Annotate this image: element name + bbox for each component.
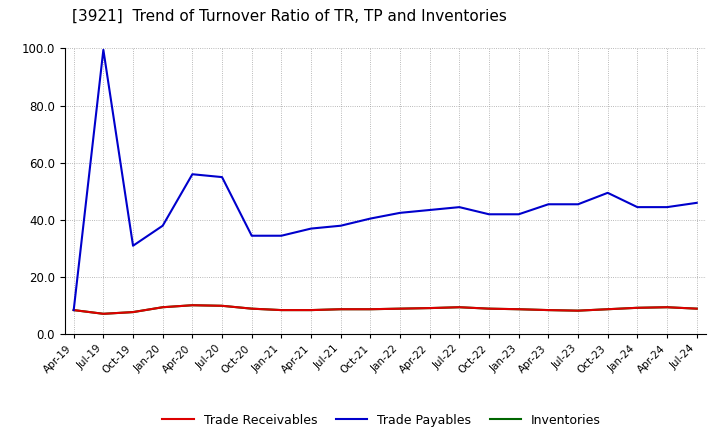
Trade Receivables bbox=[158, 304, 167, 310]
Trade Payables bbox=[217, 174, 226, 180]
Line: Trade Receivables: Trade Receivables bbox=[73, 305, 697, 314]
Trade Receivables bbox=[248, 306, 256, 312]
Trade Payables bbox=[188, 172, 197, 177]
Inventories bbox=[248, 306, 256, 312]
Inventories bbox=[277, 308, 286, 313]
Trade Payables bbox=[633, 205, 642, 210]
Inventories bbox=[69, 308, 78, 313]
Trade Receivables bbox=[366, 307, 374, 312]
Trade Receivables bbox=[455, 304, 464, 310]
Inventories bbox=[426, 305, 434, 311]
Inventories bbox=[99, 311, 108, 316]
Trade Receivables bbox=[426, 305, 434, 311]
Inventories bbox=[455, 304, 464, 310]
Trade Receivables bbox=[69, 308, 78, 313]
Trade Receivables bbox=[662, 304, 671, 310]
Inventories bbox=[574, 308, 582, 313]
Trade Payables bbox=[662, 205, 671, 210]
Trade Receivables bbox=[633, 305, 642, 311]
Trade Receivables bbox=[603, 307, 612, 312]
Inventories bbox=[366, 307, 374, 312]
Inventories bbox=[217, 303, 226, 308]
Trade Payables bbox=[248, 233, 256, 238]
Inventories bbox=[336, 307, 345, 312]
Trade Payables bbox=[277, 233, 286, 238]
Trade Payables bbox=[336, 223, 345, 228]
Inventories bbox=[396, 306, 405, 312]
Line: Inventories: Inventories bbox=[73, 305, 697, 314]
Trade Payables bbox=[544, 202, 553, 207]
Trade Payables bbox=[129, 243, 138, 248]
Trade Payables bbox=[693, 200, 701, 205]
Trade Payables bbox=[396, 210, 405, 216]
Inventories bbox=[158, 304, 167, 310]
Trade Receivables bbox=[574, 308, 582, 313]
Inventories bbox=[514, 307, 523, 312]
Trade Receivables bbox=[514, 307, 523, 312]
Inventories bbox=[188, 303, 197, 308]
Trade Receivables bbox=[99, 311, 108, 316]
Trade Receivables bbox=[336, 307, 345, 312]
Trade Receivables bbox=[188, 303, 197, 308]
Trade Receivables bbox=[277, 308, 286, 313]
Trade Payables bbox=[455, 205, 464, 210]
Trade Payables bbox=[158, 223, 167, 228]
Trade Payables bbox=[426, 207, 434, 213]
Trade Payables bbox=[485, 212, 493, 217]
Trade Receivables bbox=[129, 309, 138, 315]
Inventories bbox=[129, 309, 138, 315]
Trade Payables bbox=[307, 226, 315, 231]
Inventories bbox=[633, 305, 642, 311]
Trade Payables bbox=[366, 216, 374, 221]
Trade Receivables bbox=[396, 306, 405, 312]
Trade Payables bbox=[99, 47, 108, 52]
Inventories bbox=[693, 306, 701, 312]
Trade Payables bbox=[574, 202, 582, 207]
Trade Receivables bbox=[693, 306, 701, 312]
Inventories bbox=[544, 308, 553, 313]
Trade Payables bbox=[603, 190, 612, 195]
Trade Receivables bbox=[217, 303, 226, 308]
Inventories bbox=[485, 306, 493, 312]
Legend: Trade Receivables, Trade Payables, Inventories: Trade Receivables, Trade Payables, Inven… bbox=[157, 409, 606, 432]
Line: Trade Payables: Trade Payables bbox=[73, 50, 697, 310]
Inventories bbox=[307, 308, 315, 313]
Trade Payables bbox=[514, 212, 523, 217]
Trade Payables bbox=[69, 308, 78, 313]
Trade Receivables bbox=[544, 308, 553, 313]
Trade Receivables bbox=[307, 308, 315, 313]
Inventories bbox=[662, 304, 671, 310]
Inventories bbox=[603, 307, 612, 312]
Trade Receivables bbox=[485, 306, 493, 312]
Text: [3921]  Trend of Turnover Ratio of TR, TP and Inventories: [3921] Trend of Turnover Ratio of TR, TP… bbox=[72, 9, 507, 24]
